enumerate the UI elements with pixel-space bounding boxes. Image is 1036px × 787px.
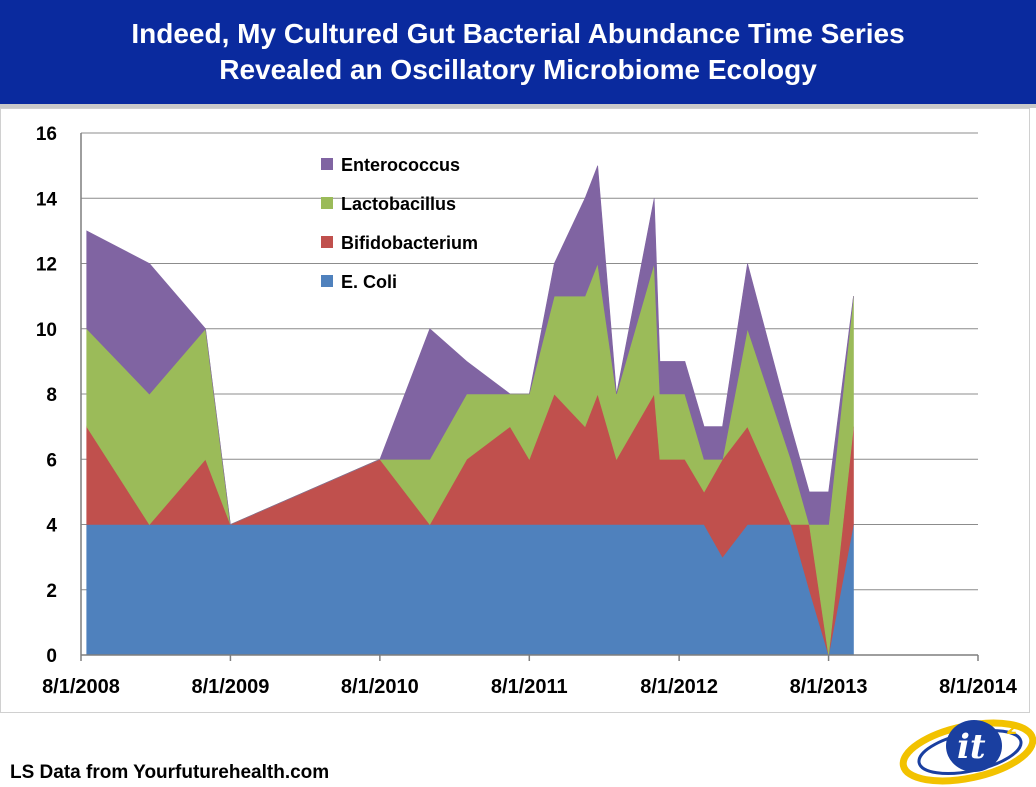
area-e-coli <box>86 524 854 656</box>
axes: 0 2 4 6 8 10 12 14 16 8/1/2008 8/1/2009 8/1/2010 8/1… <box>36 124 1018 698</box>
legend-swatch <box>321 275 333 287</box>
legend-swatch <box>321 197 333 209</box>
y-tick-label: 16 <box>36 124 57 145</box>
logo-disc <box>946 720 1002 772</box>
x-tick-label: 8/1/2009 <box>192 676 270 698</box>
title-line-1: Indeed, My Cultured Gut Bacterial Abunda… <box>131 18 905 49</box>
y-tick-label: 2 <box>46 581 57 602</box>
x-tick-label: 8/1/2008 <box>42 676 120 698</box>
x-tick-label: 8/1/2014 <box>939 676 1018 698</box>
title-banner: Indeed, My Cultured Gut Bacterial Abunda… <box>0 0 1036 108</box>
legend-label: Enterococcus <box>341 155 460 175</box>
x-tick-label: 8/1/2013 <box>790 676 868 698</box>
chart-frame: 0 2 4 6 8 10 12 14 16 8/1/2008 8/1/2009 8/1/2010 8/1… <box>0 108 1030 713</box>
legend: Enterococcus Lactobacillus Bifidobacterium… <box>321 155 478 292</box>
x-tick-label: 8/1/2011 <box>491 676 568 698</box>
it2-logo: it 2 <box>899 719 1036 785</box>
area-enterococcus <box>86 165 854 525</box>
y-tick-label: 10 <box>36 320 57 341</box>
legend-label: Bifidobacterium <box>341 233 478 253</box>
area-series <box>86 165 854 656</box>
logo-superscript: 2 <box>1006 719 1017 738</box>
legend-swatch <box>321 236 333 248</box>
source-note: LS Data from Yourfuturehealth.com <box>10 762 330 783</box>
y-tick-label: 4 <box>46 516 57 537</box>
title-line-2: Revealed an Oscillatory Microbiome Ecolo… <box>219 54 817 85</box>
x-tick-label: 8/1/2012 <box>640 676 718 698</box>
logo-text: it <box>957 727 986 767</box>
y-tick-label: 14 <box>36 189 58 210</box>
y-tick-label: 6 <box>46 450 57 471</box>
legend-swatch <box>321 158 333 170</box>
y-tick-label: 12 <box>36 255 57 276</box>
stacked-area-chart: 0 2 4 6 8 10 12 14 16 8/1/2008 8/1/2009 8/1/2010 8/1… <box>36 124 1018 698</box>
y-tick-label: 0 <box>46 646 57 667</box>
legend-label: E. Coli <box>341 272 397 292</box>
legend-label: Lactobacillus <box>341 194 456 214</box>
x-tick-label: 8/1/2010 <box>341 676 419 698</box>
y-tick-label: 8 <box>46 385 57 406</box>
